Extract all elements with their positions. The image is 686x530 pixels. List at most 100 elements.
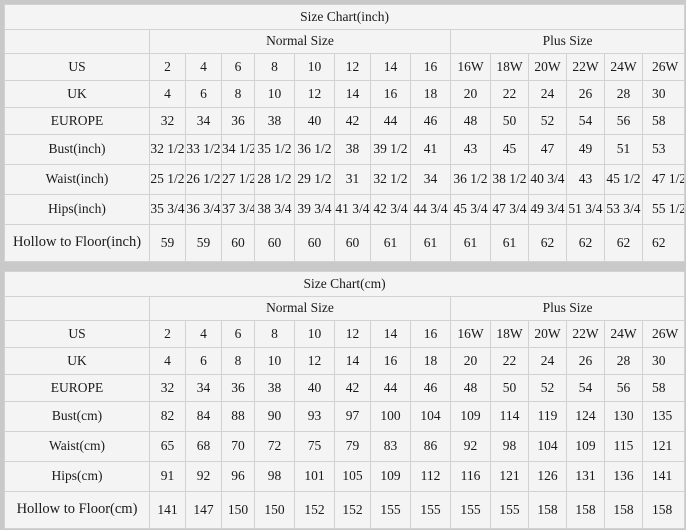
table-cell: 61 — [410, 224, 451, 262]
table-cell: 26 — [566, 347, 605, 375]
table-cell: 2 — [149, 320, 186, 348]
group-header-normal-size: Normal Size — [149, 296, 451, 321]
table-row: Waist(inch) 25 1/2 26 1/2 27 1/2 28 1/2 29 1/… — [4, 164, 686, 195]
group-header-corner — [4, 29, 150, 54]
table-cell: 39 1/2 — [370, 134, 411, 165]
table-cell: 52 — [528, 107, 567, 135]
table-cell: 6 — [185, 80, 222, 108]
table-cell: 28 1/2 — [254, 164, 295, 195]
table-cell: 72 — [254, 431, 295, 462]
table-cell: 34 — [410, 164, 451, 195]
table-cell: 4 — [185, 53, 222, 81]
table-cell: 98 — [490, 431, 529, 462]
table-cell: 32 1/2 — [370, 164, 411, 195]
table-cell: 100 — [370, 401, 411, 432]
table-cell: 18W — [490, 320, 529, 348]
size-chart-table: Size Chart(cm) Normal Size Plus Size US 2 4 6 8… — [3, 271, 686, 529]
table-cell: 2 — [149, 53, 186, 81]
group-header-normal-size: Normal Size — [149, 29, 451, 54]
row-label: Hollow to Floor(cm) — [4, 491, 150, 529]
table-cell: 45 — [490, 134, 529, 165]
table-cell: 98 — [254, 461, 295, 492]
table-cell: 35 1/2 — [254, 134, 295, 165]
table-cell: 158 — [528, 491, 567, 529]
table-cell: 150 — [221, 491, 255, 529]
table-cell: 36 — [221, 107, 255, 135]
table-cell: 97 — [334, 401, 371, 432]
table-cell: 14 — [370, 53, 411, 81]
table-cell: 16 — [410, 320, 451, 348]
table-cell: 44 — [370, 107, 411, 135]
table-cell: 34 — [185, 107, 222, 135]
table-cell: 96 — [221, 461, 255, 492]
size-charts-container: Size Chart(inch) Normal Size Plus Size US 2 4… — [3, 4, 686, 529]
table-cell: 47 1/2 — [641, 164, 686, 195]
table-cell: 47 3/4 — [490, 194, 529, 225]
table-cell: 119 — [528, 401, 567, 432]
table-cell: 50 — [490, 374, 529, 402]
table-cell: 24 — [528, 347, 567, 375]
table-cell: 16W — [450, 53, 491, 81]
table-cell: 14 — [370, 320, 411, 348]
table-cell: 65 — [149, 431, 186, 462]
table-cell: 88 — [221, 401, 255, 432]
group-header-plus-size: Plus Size — [449, 29, 686, 54]
table-cell: 45 3/4 — [450, 194, 491, 225]
table-cell: 62 — [604, 224, 643, 262]
table-cell: 60 — [221, 224, 255, 262]
table-cell: 141 — [641, 461, 686, 492]
table-cell: 26 — [566, 80, 605, 108]
table-cell: 6 — [221, 53, 255, 81]
row-label: UK — [4, 80, 150, 108]
table-cell: 105 — [334, 461, 371, 492]
table-cell: 92 — [450, 431, 491, 462]
table-cell: 101 — [294, 461, 335, 492]
table-cell: 141 — [149, 491, 186, 529]
table-cell: 10 — [254, 80, 295, 108]
row-label: EUROPE — [4, 374, 150, 402]
table-cell: 40 — [294, 107, 335, 135]
table-cell: 109 — [566, 431, 605, 462]
table-cell: 8 — [254, 53, 295, 81]
row-label: Hollow to Floor(inch) — [4, 224, 150, 262]
table-cell: 86 — [410, 431, 451, 462]
table-cell: 62 — [528, 224, 567, 262]
table-cell: 60 — [254, 224, 295, 262]
table-cell: 59 — [185, 224, 222, 262]
table-cell: 131 — [566, 461, 605, 492]
chart-title-row: Size Chart(cm) — [3, 271, 686, 297]
table-cell: 54 — [566, 107, 605, 135]
table-cell: 49 3/4 — [528, 194, 567, 225]
table-cell: 43 — [450, 134, 491, 165]
table-cell: 42 3/4 — [370, 194, 411, 225]
table-cell: 58 — [641, 374, 686, 402]
table-cell: 152 — [294, 491, 335, 529]
table-cell: 4 — [185, 320, 222, 348]
table-cell: 34 1/2 — [221, 134, 255, 165]
row-label: EUROPE — [4, 107, 150, 135]
table-cell: 44 3/4 — [410, 194, 451, 225]
table-cell: 158 — [566, 491, 605, 529]
table-cell: 36 — [221, 374, 255, 402]
table-row: EUROPE 32 34 36 38 40 42 44 46 48 50 52 54 56 58 — [4, 374, 686, 402]
table-cell: 82 — [149, 401, 186, 432]
table-cell: 22W — [566, 320, 605, 348]
table-cell: 75 — [294, 431, 335, 462]
table-cell: 22 — [490, 347, 529, 375]
table-cell: 53 3/4 — [604, 194, 643, 225]
table-cell: 8 — [221, 80, 255, 108]
table-cell: 4 — [149, 347, 186, 375]
table-cell: 41 3/4 — [334, 194, 371, 225]
table-cell: 104 — [528, 431, 567, 462]
table-cell: 62 — [566, 224, 605, 262]
table-cell: 83 — [370, 431, 411, 462]
table-cell: 22W — [566, 53, 605, 81]
table-row: Hips(inch) 35 3/4 36 3/4 37 3/4 38 3/4 39 3/4… — [4, 194, 686, 225]
table-cell: 92 — [185, 461, 222, 492]
table-cell: 130 — [604, 401, 643, 432]
table-cell: 44 — [370, 374, 411, 402]
table-cell: 40 — [294, 374, 335, 402]
table-cell: 53 — [641, 134, 686, 165]
table-cell: 26W — [641, 320, 686, 348]
size-chart-block: Size Chart(inch) Normal Size Plus Size US 2 4… — [3, 4, 686, 262]
